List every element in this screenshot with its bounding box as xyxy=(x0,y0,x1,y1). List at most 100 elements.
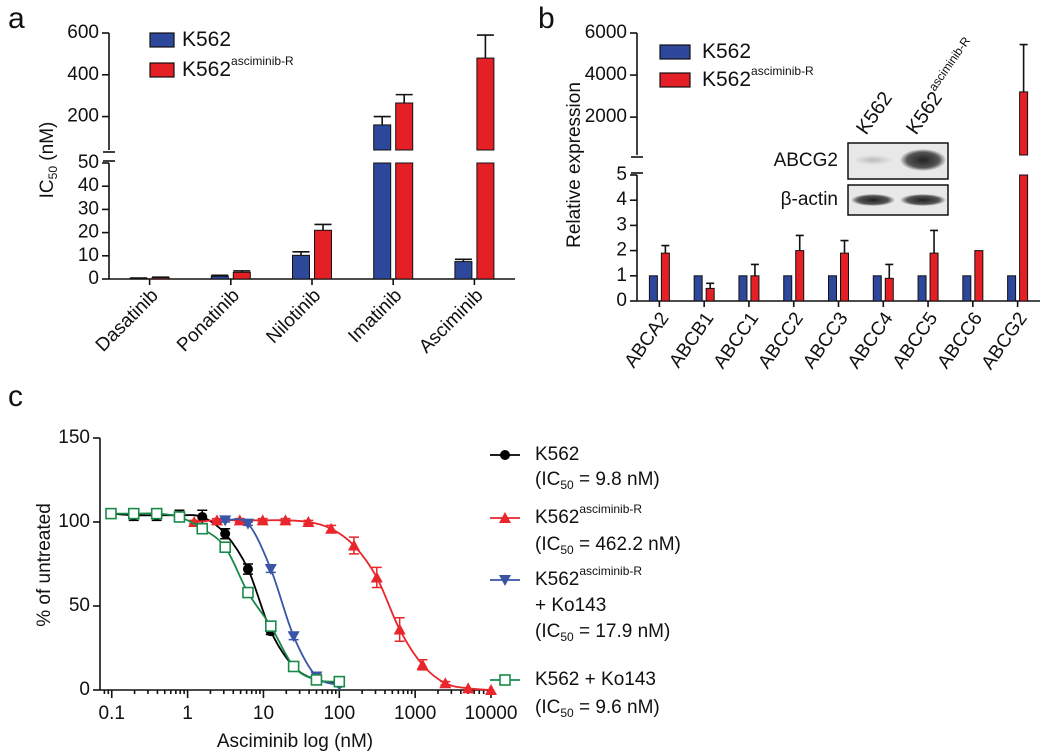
error-bar xyxy=(314,223,332,231)
point xyxy=(242,564,253,575)
legend-label-part: K562 xyxy=(535,507,579,528)
bar xyxy=(929,252,939,302)
legend-marker xyxy=(499,575,511,586)
legend-label-part: asciminib-R xyxy=(579,564,642,578)
x-tick-label: Imatinib xyxy=(344,285,406,347)
legend-label-part: = 462.2 nM) xyxy=(574,534,681,555)
bar xyxy=(314,229,332,280)
x-tick-label: ABCC5 xyxy=(889,309,943,373)
y-tick-label: 0 xyxy=(88,268,99,289)
bar xyxy=(705,287,715,302)
bar xyxy=(840,252,849,302)
y-tick-label: 0 xyxy=(616,290,627,311)
blot-band xyxy=(853,155,893,165)
legend-label-part: K562 xyxy=(535,444,579,465)
x-tick-label: 10 xyxy=(253,703,274,724)
x-tick-label: 1 xyxy=(182,703,193,724)
y-axis-label-part: (nM) xyxy=(37,122,58,166)
legend-label-part: asciminib-R xyxy=(751,64,814,78)
legend-marker xyxy=(500,450,510,460)
y-axis-label: IC50 (nM) xyxy=(37,122,60,199)
legend-label-part: 50 xyxy=(560,706,574,720)
point xyxy=(439,677,452,689)
error-bar xyxy=(1019,43,1028,92)
legend-label: (IC50 = 9.6 nM) xyxy=(535,697,660,720)
bar-lower xyxy=(476,162,495,280)
blot-lane-label-part: asciminib-R xyxy=(926,34,974,94)
y-tick-label: 10 xyxy=(78,245,99,266)
point xyxy=(325,522,338,534)
blot-band xyxy=(900,149,946,171)
point xyxy=(302,516,315,527)
x-tick-label: ABCC3 xyxy=(799,309,853,373)
legend-label-part: (IC xyxy=(535,534,560,555)
panel-letter: c xyxy=(8,380,23,413)
error-bar xyxy=(840,239,849,254)
legend-label-part: (IC xyxy=(535,621,560,642)
bar xyxy=(1007,275,1017,302)
bar xyxy=(872,275,882,302)
y-tick-label: 2000 xyxy=(585,106,627,127)
y-tick-label: 5 xyxy=(616,164,627,185)
bar xyxy=(917,275,927,302)
fit-curve xyxy=(194,519,492,691)
point xyxy=(265,620,277,632)
blot-band xyxy=(851,194,895,206)
bar xyxy=(292,254,310,280)
legend-label: K562 xyxy=(702,40,751,63)
point xyxy=(485,684,497,695)
y-tick-label: 400 xyxy=(67,64,99,85)
point xyxy=(219,515,232,527)
point xyxy=(256,514,269,526)
x-tick-label: 10000 xyxy=(465,703,518,724)
y-tick-label: 1 xyxy=(616,265,627,286)
western-blot xyxy=(847,142,949,216)
y-axis-label-part: IC xyxy=(37,179,58,198)
blot-lane-label: K562 xyxy=(852,88,897,139)
point xyxy=(279,514,292,526)
y-tick-label: 50 xyxy=(78,152,99,173)
y-tick-label: 4 xyxy=(616,189,627,210)
legend-label-part: K562 xyxy=(182,58,231,81)
legend-swatch xyxy=(149,32,175,48)
legend-label-part: = 9.6 nM) xyxy=(574,697,660,718)
legend-marker xyxy=(499,674,511,686)
x-axis-label: Asciminib log (nM) xyxy=(217,731,373,752)
bar xyxy=(884,277,894,302)
x-tick-label: Dasatinib xyxy=(92,285,163,356)
fit-curve xyxy=(225,518,340,686)
legend-label-part: (IC xyxy=(535,697,560,718)
y-tick-label: 600 xyxy=(67,22,99,43)
legend-label-part: 50 xyxy=(560,478,574,492)
y-tick-label: 2 xyxy=(616,240,627,261)
legend-label: (IC50 = 9.8 nM) xyxy=(535,469,660,492)
point xyxy=(219,541,231,554)
legend-label-part: (IC xyxy=(535,469,560,490)
bar-upper xyxy=(395,102,414,151)
bar-lower xyxy=(1019,174,1029,302)
blot-lane-label-part: K562 xyxy=(852,88,897,139)
bar xyxy=(795,250,805,302)
y-axis-label: % of untreated xyxy=(34,503,55,627)
legend-label: + Ko143 xyxy=(535,595,606,616)
legend-label: K562asciminib-R xyxy=(535,564,642,590)
x-tick-label: Asciminib xyxy=(415,285,487,357)
y-tick-label: 200 xyxy=(67,106,99,127)
x-tick-label: ABCA2 xyxy=(621,309,674,372)
x-tick-label: 100 xyxy=(323,703,355,724)
legend-marker xyxy=(499,512,511,523)
legend-label: K562 + Ko143 xyxy=(535,669,656,690)
x-tick-label: Ponatinib xyxy=(173,285,244,356)
panel-letter: a xyxy=(8,2,25,35)
point xyxy=(416,658,429,670)
bar xyxy=(828,275,837,302)
y-tick-label: 40 xyxy=(78,175,99,196)
point xyxy=(287,631,300,643)
bar-lower xyxy=(395,162,414,280)
legend-label: K562 xyxy=(182,28,231,51)
x-tick-label: ABCC1 xyxy=(710,309,764,373)
y-tick-label: 100 xyxy=(58,511,90,532)
error-bar xyxy=(292,251,310,256)
x-tick-label: Nilotinib xyxy=(262,285,325,348)
